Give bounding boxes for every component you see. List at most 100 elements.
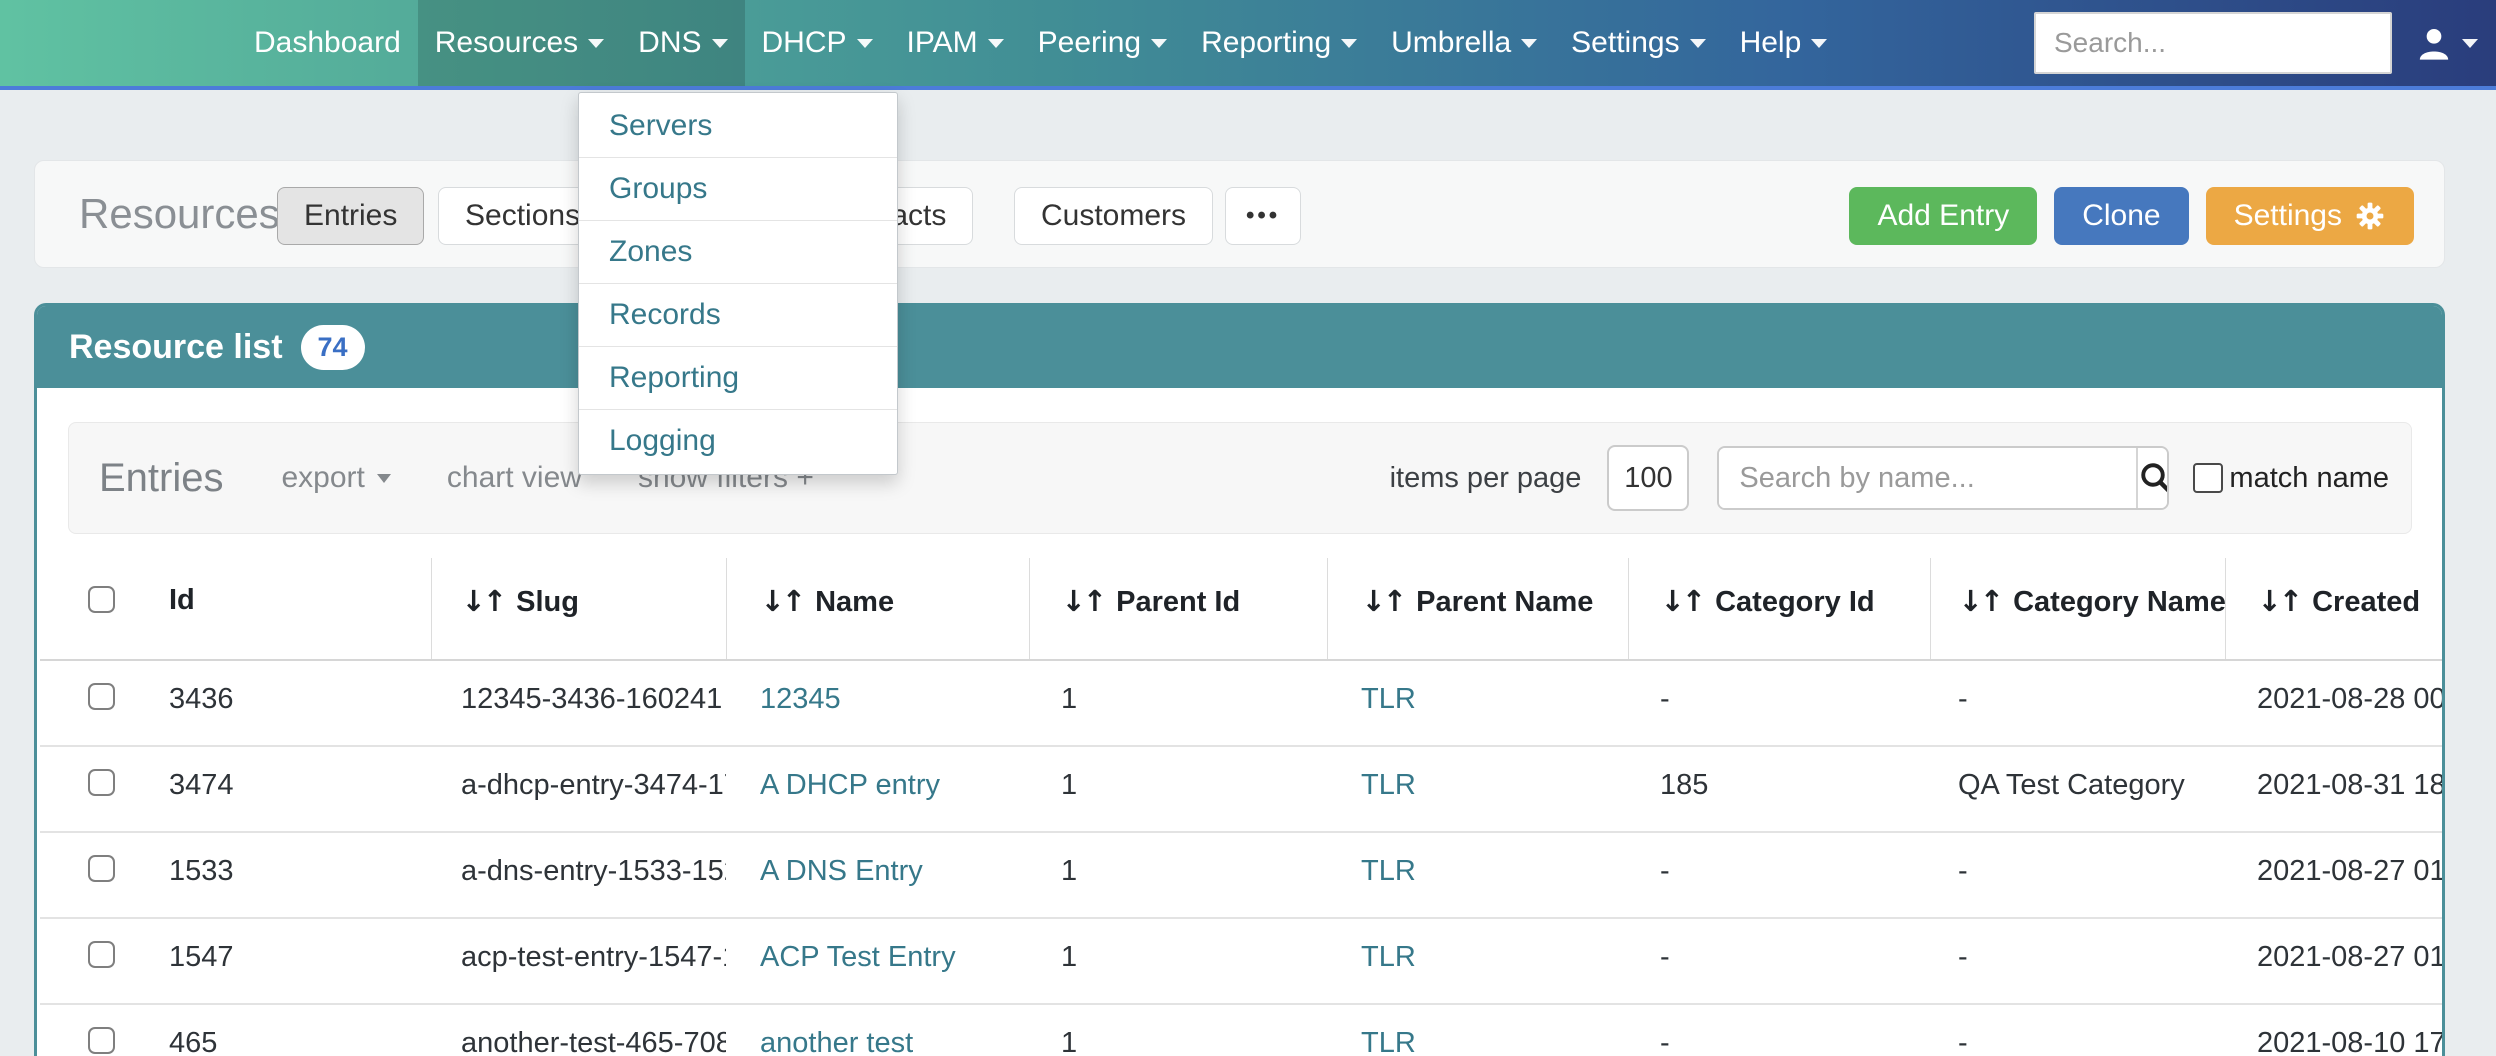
settings-button[interactable]: Settings	[2205, 187, 2414, 245]
column-header[interactable]: ↓↑ Slug	[430, 558, 726, 660]
clone-button[interactable]: Clone	[2054, 187, 2189, 245]
export-menu[interactable]: export	[282, 461, 391, 495]
row-checkbox[interactable]	[88, 769, 115, 796]
cell-parent-id: 1	[1061, 941, 1078, 973]
nav-item-label: Reporting	[1201, 26, 1332, 59]
name-search-input[interactable]	[1719, 448, 2137, 508]
entry-name-link[interactable]: ACP Test Entry	[760, 941, 956, 973]
column-header[interactable]: ↓↑ Created	[2224, 558, 2442, 660]
column-header: Id	[163, 558, 431, 660]
match-name-label: match name	[2229, 461, 2389, 494]
cell-id: 1547	[169, 941, 234, 973]
cell-created: 2021-08-10 17	[2257, 1027, 2442, 1056]
row-checkbox[interactable]	[88, 1027, 115, 1054]
entry-name-link[interactable]: A DHCP entry	[760, 769, 940, 801]
caret-down-icon	[1521, 38, 1538, 48]
sort-icon: ↓↑	[1958, 584, 2005, 618]
sort-icon: ↓↑	[1660, 584, 1707, 618]
resource-tab[interactable]: Customers	[1014, 187, 1214, 245]
table-row: 1533 a-dns-entry-1533-152... A DNS Entry…	[40, 832, 2442, 918]
items-per-page-input[interactable]	[1607, 445, 1690, 511]
dns-menu-item[interactable]: Logging	[609, 424, 716, 457]
row-checkbox[interactable]	[88, 941, 115, 968]
row-checkbox[interactable]	[88, 855, 115, 882]
entries-table-container: Id ↓↑ Slug ↓↑ Name ↓↑ Parent Id ↓↑ Parent Na…	[40, 558, 2442, 1056]
cell-parent-id: 1	[1061, 855, 1078, 887]
nav-item-label: Resources	[434, 26, 579, 59]
cell-category-name: -	[1958, 683, 1968, 715]
cell-created: 2021-08-27 01	[2257, 855, 2442, 887]
entry-name-link[interactable]: another test	[760, 1027, 914, 1056]
dns-menu-item[interactable]: Groups	[579, 158, 897, 221]
table-row: 3436 12345-3436-160241 12345 1 TLR - - 2…	[40, 660, 2442, 746]
search-icon	[2141, 463, 2168, 493]
cell-category-id: -	[1660, 941, 1670, 973]
resource-tab[interactable]: Entries	[277, 187, 425, 245]
cell-id: 465	[169, 1027, 218, 1056]
cell-category-name: -	[1958, 941, 1968, 973]
resource-list-header: Resource list 74	[37, 306, 2442, 388]
column-header[interactable]: ↓↑ Parent Name	[1326, 558, 1628, 660]
resource-tab[interactable]: •••	[1225, 187, 1302, 245]
nav-item[interactable]: Help	[1723, 0, 1845, 86]
parent-name-link[interactable]: TLR	[1361, 683, 1416, 715]
dns-menu-item[interactable]: Zones	[579, 221, 897, 284]
parent-name-link[interactable]: TLR	[1361, 769, 1416, 801]
dns-menu-item[interactable]: Servers	[579, 95, 897, 158]
column-header[interactable]: ↓↑ Name	[725, 558, 1029, 660]
parent-name-link[interactable]: TLR	[1361, 941, 1416, 973]
caret-down-icon	[1341, 38, 1358, 48]
cell-category-id: -	[1660, 683, 1670, 715]
export-label: export	[281, 461, 365, 494]
column-header[interactable]: ↓↑ Category Id	[1627, 558, 1930, 660]
sort-icon: ↓↑	[760, 584, 807, 618]
sort-icon: ↓↑	[2257, 584, 2304, 618]
nav-item-label: DHCP	[761, 26, 847, 59]
caret-down-icon	[987, 38, 1004, 48]
select-all-checkbox[interactable]	[88, 586, 115, 613]
cell-category-id: -	[1660, 855, 1670, 887]
parent-name-link[interactable]: TLR	[1361, 855, 1416, 887]
column-header[interactable]: ↓↑ Category Name	[1929, 558, 2226, 660]
column-header-label: Name	[815, 586, 895, 618]
cell-id: 3474	[169, 769, 234, 801]
sort-icon: ↓↑	[461, 584, 508, 618]
nav-item[interactable]: IPAM	[890, 0, 1021, 86]
entry-name-link[interactable]: A DNS Entry	[760, 855, 923, 887]
cell-created: 2021-08-27 01	[2257, 941, 2442, 973]
name-search	[1717, 446, 2170, 510]
column-header-label: Category Name	[2013, 586, 2226, 618]
match-name-checkbox[interactable]	[2193, 463, 2224, 493]
dns-menu-item[interactable]: Reporting	[579, 347, 897, 410]
chart-view-link[interactable]: chart view	[446, 461, 582, 494]
entry-name-link[interactable]: 12345	[760, 683, 841, 715]
global-search-input[interactable]	[2036, 14, 2390, 72]
cell-parent-id: 1	[1061, 1027, 1078, 1056]
nav-item[interactable]: Umbrella	[1374, 0, 1554, 86]
entries-toolbar: Entries export chart view show filters +…	[68, 422, 2412, 534]
sort-icon: ↓↑	[1361, 584, 1408, 618]
cell-created: 2021-08-28 00	[2257, 683, 2442, 715]
user-menu[interactable]	[2414, 23, 2478, 63]
gear-icon	[2356, 202, 2384, 230]
nav-item[interactable]: Peering	[1021, 0, 1184, 86]
column-header[interactable]: ↓↑ Parent Id	[1028, 558, 1327, 660]
name-search-button[interactable]	[2136, 448, 2168, 508]
nav-item[interactable]: Dashboard	[237, 0, 418, 86]
caret-down-icon	[1811, 38, 1828, 48]
nav-right	[2034, 0, 2496, 86]
nav-item[interactable]: Settings	[1554, 0, 1722, 86]
row-checkbox[interactable]	[88, 683, 115, 710]
nav-item[interactable]: DNS	[621, 0, 745, 86]
cell-category-name: QA Test Category	[1958, 769, 2185, 801]
parent-name-link[interactable]: TLR	[1361, 1027, 1416, 1056]
table-header-row: Id ↓↑ Slug ↓↑ Name ↓↑ Parent Id ↓↑ Parent Na…	[40, 558, 2442, 660]
nav-item[interactable]: Reporting	[1184, 0, 1374, 86]
add-entry-button[interactable]: Add Entry	[1849, 187, 2038, 245]
nav-item-label: Umbrella	[1391, 26, 1512, 59]
nav-item[interactable]: DHCP	[745, 0, 890, 86]
global-search	[2034, 12, 2392, 74]
dns-menu-item[interactable]: Records	[579, 284, 897, 347]
nav-item[interactable]: Resources	[417, 0, 622, 86]
resource-list-panel: Resource list 74 Entries export chart vi…	[34, 303, 2445, 1056]
